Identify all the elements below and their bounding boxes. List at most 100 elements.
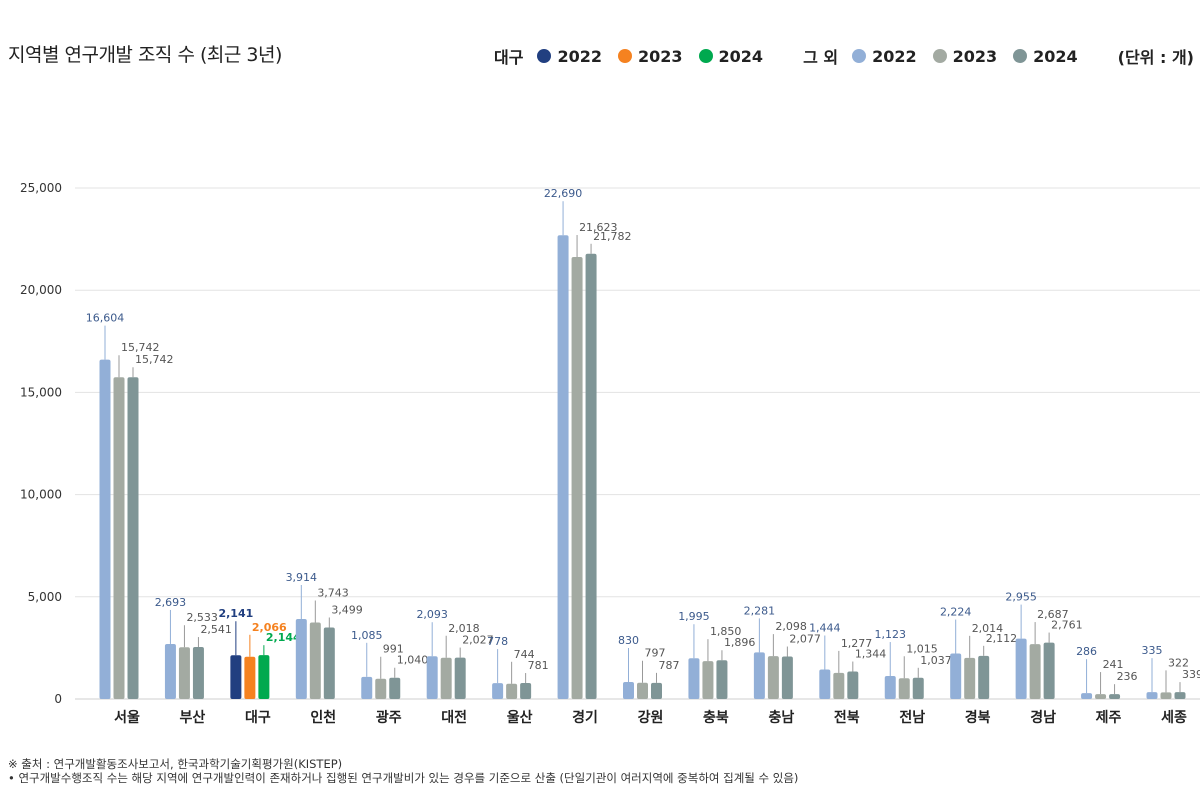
unit-label: (단위 : 개): [1117, 48, 1194, 67]
data-label: 1,344: [855, 648, 887, 661]
bar-제주-2024: [1109, 694, 1121, 699]
data-label: 2,761: [1051, 619, 1083, 632]
bar-대구-2024: [258, 655, 270, 699]
y-tick-label: 10,000: [20, 488, 62, 502]
data-label: 335: [1142, 644, 1163, 657]
bar-경남-2024: [1043, 642, 1055, 699]
data-label: 21,623: [579, 221, 618, 234]
bar-전북-2024: [847, 671, 859, 699]
bar-제주-2022: [1081, 693, 1093, 699]
bar-전북-2022: [819, 669, 831, 699]
data-label: 781: [528, 659, 549, 672]
data-label: 778: [487, 635, 508, 648]
data-label: 1,444: [809, 621, 841, 634]
y-tick-label: 15,000: [20, 385, 62, 399]
legend-label-other-2023: 2023: [952, 46, 998, 66]
data-label: 1,123: [875, 628, 907, 641]
data-label: 2,077: [789, 633, 821, 646]
data-label: 2,955: [1005, 591, 1037, 604]
footnote-source: ※ 출처 : 연구개발활동조사보고서, 한국과학기술기획평가원(KISTEP): [8, 757, 343, 771]
legend-label-daegu-2024: 2024: [718, 46, 764, 66]
bar-강원-2024: [651, 682, 662, 699]
legend-dot-daegu-2022: [537, 49, 552, 63]
x-tick-label: 대구: [245, 710, 271, 726]
bar-충남-2024: [781, 656, 793, 699]
data-label: 2,281: [744, 604, 776, 617]
data-label: 286: [1076, 645, 1097, 658]
data-label: 2,098: [775, 620, 807, 633]
bar-인천-2022: [295, 618, 307, 699]
x-tick-label: 충남: [768, 709, 794, 726]
x-tick-label: 대전: [441, 709, 467, 726]
data-label: 2,533: [186, 611, 218, 624]
legend-label-other-2024: 2024: [1033, 46, 1078, 66]
bar-서울-2022: [99, 359, 111, 699]
data-label: 1,995: [678, 610, 710, 623]
bar-충북-2023: [702, 661, 714, 699]
x-tick-label: 광주: [376, 709, 402, 726]
data-label: 2,693: [155, 596, 187, 609]
bar-경북-2024: [978, 655, 990, 699]
data-label: 2,141: [218, 607, 253, 620]
bar-대전-2024: [454, 657, 466, 699]
y-tick-label: 25,000: [20, 181, 62, 195]
legend-dot-daegu-2023: [618, 49, 632, 63]
bar-충남-2023: [767, 656, 779, 699]
legend-dot-other-2023: [932, 49, 947, 63]
data-label: 2,014: [972, 622, 1004, 635]
bar-경북-2023: [964, 657, 976, 699]
legend-label-daegu-2022: 2022: [557, 46, 602, 66]
x-tick-label: 전남: [899, 709, 925, 726]
data-label: 830: [618, 634, 639, 647]
data-label: 15,742: [135, 353, 174, 366]
legend-group-daegu: 대구: [494, 48, 524, 67]
footnote-note: • 연구개발수행조직 수는 해당 지역에 연구개발인력이 존재하거나 집행된 연…: [8, 771, 799, 785]
x-tick-label: 전북: [834, 709, 860, 726]
data-label: 2,687: [1037, 608, 1069, 621]
bar-세종-2022: [1146, 692, 1158, 699]
data-label: 2,018: [448, 622, 480, 635]
bar-부산-2023: [178, 647, 190, 699]
data-label: 322: [1168, 656, 1189, 669]
bar-전북-2023: [833, 672, 845, 699]
data-label: 3,499: [331, 603, 363, 616]
data-label: 339: [1182, 668, 1200, 681]
data-label: 797: [645, 647, 666, 660]
data-label: 787: [659, 659, 680, 672]
bar-울산-2023: [506, 683, 518, 699]
bar-울산-2022: [492, 683, 504, 699]
x-tick-label: 서울: [114, 709, 140, 726]
legend-group-other: 그 외: [803, 48, 839, 67]
data-label: 3,743: [317, 586, 349, 599]
bar-대구-2023: [244, 656, 256, 699]
data-label: 2,066: [252, 621, 287, 634]
data-label: 21,782: [593, 230, 632, 243]
data-label: 2,093: [416, 608, 448, 621]
bar-충북-2022: [688, 658, 700, 699]
bar-경남-2023: [1029, 644, 1041, 699]
data-label: 744: [514, 648, 535, 661]
y-tick-label: 20,000: [20, 283, 62, 297]
legend-dot-other-2022: [852, 49, 867, 63]
bar-충북-2024: [716, 660, 728, 699]
bar-경기-2024: [585, 253, 597, 699]
data-label: 236: [1117, 670, 1138, 683]
bar-광주-2022: [361, 676, 373, 699]
data-label: 1,896: [724, 636, 756, 649]
x-tick-label: 세종: [1161, 710, 1187, 726]
bar-강원-2023: [637, 682, 648, 699]
bar-전남-2023: [898, 678, 910, 699]
x-tick-label: 제주: [1096, 710, 1122, 726]
legend-label-daegu-2023: 2023: [638, 46, 683, 66]
bar-부산-2022: [164, 643, 176, 699]
legend: 대구 2022 2023 2024 그 외 2022 2023 2024 (단위…: [494, 44, 1194, 68]
bar-울산-2024: [520, 683, 532, 699]
chart-title: 지역별 연구개발 조직 수 (최근 3년): [8, 44, 282, 66]
data-label: 15,742: [121, 341, 160, 354]
data-label: 991: [383, 643, 404, 656]
data-label: 2,112: [986, 632, 1018, 645]
bar-서울-2024: [127, 377, 139, 699]
bar-부산-2024: [192, 647, 204, 699]
data-label: 241: [1103, 658, 1124, 671]
data-label: 1,037: [920, 654, 952, 667]
